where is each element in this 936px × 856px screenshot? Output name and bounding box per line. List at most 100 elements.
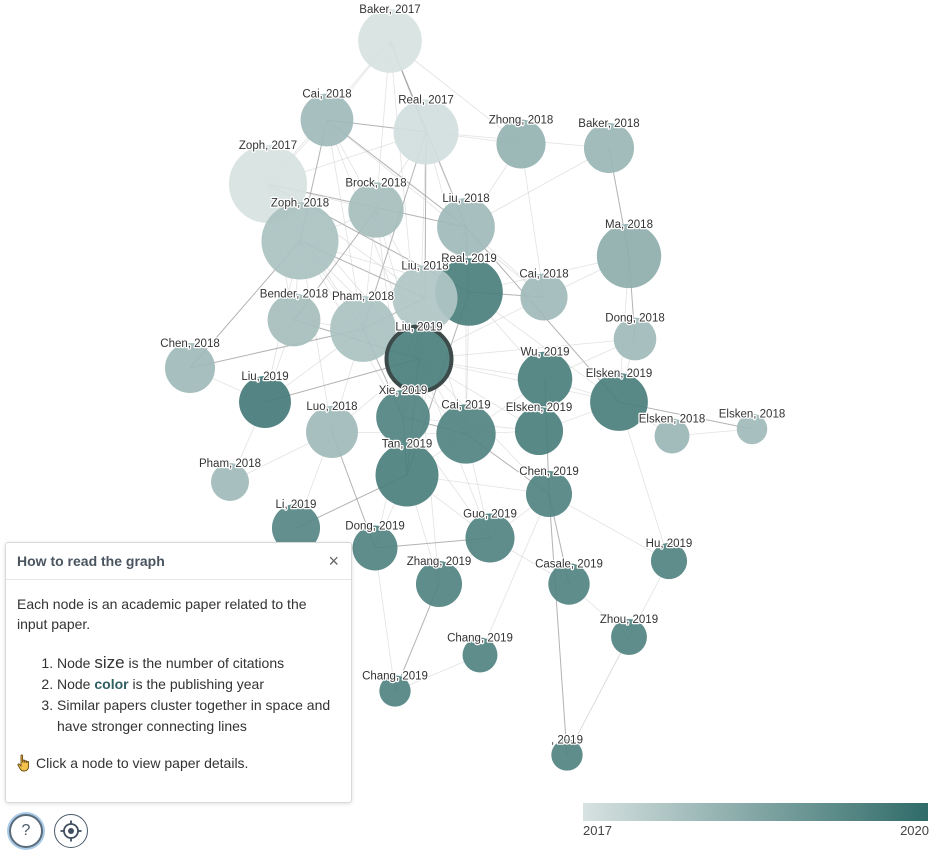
paper-node-label: Zhang, 2019 (407, 556, 472, 568)
paper-node[interactable] (392, 265, 458, 331)
paper-node[interactable] (330, 296, 396, 362)
nodes-layer (164, 9, 768, 771)
help-item-color: Node color is the publishing year (57, 674, 340, 695)
graph-edge (326, 119, 545, 298)
paper-node[interactable] (379, 675, 411, 707)
graph-edge (374, 547, 396, 692)
paper-node[interactable] (267, 293, 321, 347)
pointing-hand-icon (17, 754, 33, 772)
paper-node[interactable] (520, 273, 568, 321)
paper-node[interactable] (358, 9, 422, 73)
paper-node[interactable] (465, 513, 515, 563)
focus-paper-node[interactable] (384, 324, 454, 394)
paper-node-label: Chang, 2019 (362, 670, 428, 682)
paper-node[interactable] (736, 413, 768, 445)
graph-edge (326, 119, 467, 228)
paper-node-label: Liu, 2018 (401, 260, 448, 272)
paper-node-label: Elsken, 2019 (586, 368, 653, 380)
paper-node-label: Liu, 2018 (442, 193, 489, 205)
paper-node[interactable] (300, 93, 354, 147)
paper-node[interactable] (436, 404, 496, 464)
paper-node-label: Elsken, 2019 (506, 402, 573, 414)
help-click-hint: Click a node to view paper details. (17, 753, 340, 773)
paper-node-label: Li, 2019 (276, 499, 317, 511)
paper-node[interactable] (583, 122, 635, 174)
paper-node[interactable] (376, 390, 430, 444)
paper-node-label: Cai, 2019 (441, 399, 490, 411)
size-keyword: size (94, 653, 125, 672)
paper-node-label: Zhou, 2019 (600, 614, 658, 626)
paper-node[interactable] (462, 637, 498, 673)
help-intro: Each node is an academic paper related t… (17, 596, 307, 632)
paper-node[interactable] (517, 351, 573, 407)
paper-node-label: Liu, 2019 (395, 321, 442, 333)
click-hint-text: Click a node to view paper details. (36, 755, 249, 771)
help-panel: How to read the graph × Each node is an … (5, 542, 352, 803)
paper-node-label: Elsken, 2018 (719, 409, 786, 421)
paper-node-label: Chen, 2018 (160, 338, 219, 350)
paper-node-label: Hu, 2019 (646, 538, 693, 550)
paper-node[interactable] (596, 223, 662, 289)
paper-node[interactable] (551, 739, 583, 771)
paper-node-label: Casale, 2019 (535, 558, 603, 570)
close-icon[interactable]: × (328, 551, 339, 571)
paper-node-label: Tan, 2019 (382, 439, 433, 451)
labels-layer: Baker, 2017 Cai, 2018 Real, 2017 Zhong, 201… (159, 3, 786, 748)
paper-node[interactable] (437, 198, 495, 256)
paper-node[interactable] (496, 119, 546, 169)
paper-node-label: Cai, 2018 (302, 89, 351, 101)
paper-node[interactable] (375, 443, 439, 507)
help-item-size: Node size is the number of citations (57, 652, 340, 674)
paper-node-label: Dong, 2019 (345, 521, 404, 533)
paper-node[interactable] (525, 470, 573, 518)
graph-edge (566, 560, 670, 756)
paper-node[interactable] (228, 144, 308, 224)
paper-node[interactable] (306, 406, 358, 458)
recenter-button[interactable] (54, 814, 88, 848)
legend-max-year: 2020 (900, 823, 929, 838)
help-header: How to read the graph × (6, 543, 351, 580)
paper-node[interactable] (352, 525, 398, 571)
paper-node[interactable] (590, 373, 648, 431)
paper-node[interactable] (261, 202, 339, 280)
paper-node-label: Liu, 2019 (241, 371, 288, 383)
graph-edge (548, 493, 568, 756)
help-body: Each node is an academic paper related t… (6, 580, 351, 773)
paper-node[interactable] (548, 563, 590, 605)
year-color-legend (583, 803, 928, 821)
paper-node-label: Real, 2017 (398, 94, 454, 106)
help-title: How to read the graph (17, 553, 165, 569)
paper-node[interactable] (164, 342, 216, 394)
paper-node-label: Zoph, 2017 (239, 140, 297, 152)
paper-node-label: Chen, 2019 (519, 466, 578, 478)
paper-node[interactable] (348, 182, 404, 238)
paper-node[interactable] (613, 317, 657, 361)
help-button[interactable]: ? (9, 814, 43, 848)
paper-node-label: Zoph, 2018 (271, 197, 329, 209)
paper-node[interactable] (211, 463, 249, 501)
paper-node[interactable] (239, 376, 291, 428)
paper-node-label: Dong, 2018 (605, 313, 664, 325)
paper-node-label: Xie, 2019 (379, 385, 428, 397)
help-item-cluster: Similar papers cluster together in space… (57, 695, 340, 737)
paper-node[interactable] (271, 503, 321, 553)
crosshair-icon (60, 820, 82, 842)
paper-node-label: Brock, 2018 (345, 177, 406, 189)
paper-node-label: Guo, 2019 (463, 508, 517, 520)
paper-node[interactable] (393, 99, 459, 165)
paper-node[interactable] (654, 418, 690, 454)
graph-edge (479, 493, 550, 656)
paper-node-label: Wu, 2019 (520, 347, 569, 359)
paper-node[interactable] (611, 619, 647, 655)
help-list: Node size is the number of citations Nod… (17, 652, 340, 737)
paper-node[interactable] (650, 542, 688, 580)
paper-node-label: Ma, 2018 (605, 219, 653, 231)
paper-node-label: Zhong, 2018 (489, 114, 554, 126)
paper-node-label: Cai, 2018 (519, 268, 568, 280)
paper-node-label: Bender, 2018 (260, 289, 328, 301)
paper-node[interactable] (514, 406, 564, 456)
paper-node[interactable] (415, 560, 463, 608)
paper-node-label: Pham, 2018 (332, 291, 394, 303)
